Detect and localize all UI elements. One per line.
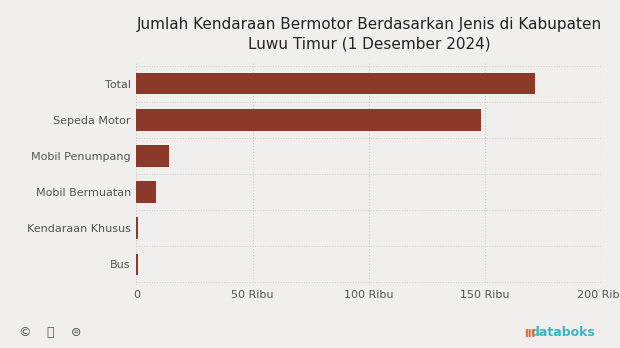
Text: lll: lll [524, 329, 535, 339]
Bar [136, 181, 156, 203]
Bar [136, 218, 138, 239]
Bar [136, 254, 138, 275]
Text: ©: © [19, 326, 31, 339]
Bar [136, 145, 169, 167]
Bar [136, 73, 535, 94]
Bar [136, 109, 480, 130]
Title: Jumlah Kendaraan Bermotor Berdasarkan Jenis di Kabupaten
Luwu Timur (1 Desember : Jumlah Kendaraan Bermotor Berdasarkan Je… [136, 17, 601, 52]
Text: ⓘ: ⓘ [46, 326, 54, 339]
Text: ⊜: ⊜ [71, 326, 82, 339]
Text: databoks: databoks [531, 326, 595, 339]
